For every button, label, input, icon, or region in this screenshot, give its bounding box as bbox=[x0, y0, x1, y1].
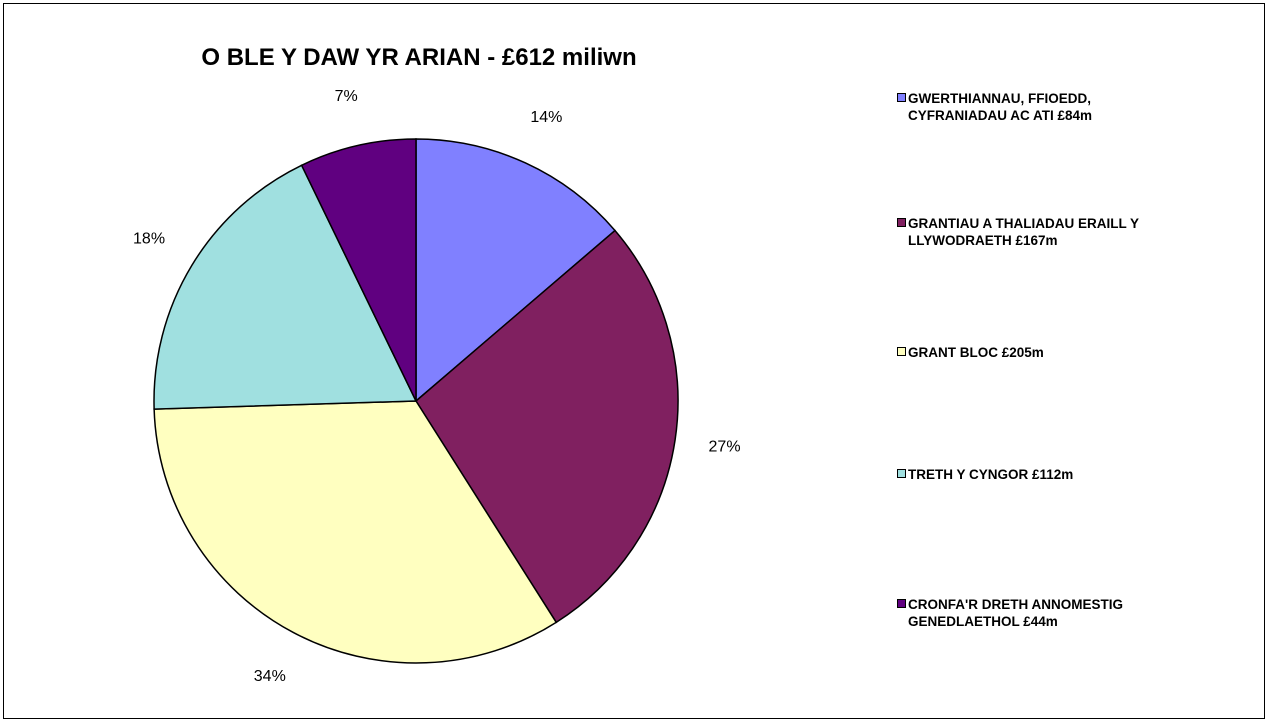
legend-swatch-5 bbox=[897, 599, 906, 608]
pie-slice-3 bbox=[153, 400, 558, 664]
legend-item-4: TRETH Y CYNGOR £112m bbox=[897, 466, 1257, 483]
legend-item-3: GRANT BLOC £205m bbox=[897, 344, 1257, 361]
legend-swatch-1 bbox=[897, 93, 906, 102]
pie-slice-label-5: 7% bbox=[335, 88, 358, 105]
pie-slice-5 bbox=[300, 138, 417, 402]
pie-chart: 14% 27% 34% 18% 7% bbox=[133, 88, 741, 685]
legend-label-2: GRANTIAU A THALIADAU ERAILL Y LLYWODRAETH… bbox=[908, 216, 1139, 248]
pie-slice-label-4: 18% bbox=[133, 231, 165, 248]
legend-item-5: CRONFA'R DRETH ANNOMESTIG GENEDLAETHOL £4… bbox=[897, 596, 1257, 630]
legend-item-2: GRANTIAU A THALIADAU ERAILL Y LLYWODRAETH… bbox=[897, 215, 1257, 249]
pie-slice-2 bbox=[415, 229, 679, 624]
pie-slice-1 bbox=[415, 138, 617, 403]
chart-title: O BLE Y DAW YR ARIAN - £612 miliwn bbox=[201, 44, 637, 71]
legend-swatch-3 bbox=[897, 347, 906, 356]
legend-swatch-4 bbox=[897, 469, 906, 478]
pie-slice-4 bbox=[153, 164, 418, 410]
legend-item-1: GWERTHIANNAU, FFIOEDD, CYFRANIADAU AC ATI… bbox=[897, 90, 1257, 124]
legend-label-5: CRONFA'R DRETH ANNOMESTIG GENEDLAETHOL £4… bbox=[908, 597, 1123, 629]
legend-swatch-2 bbox=[897, 218, 906, 227]
chart-frame: O BLE Y DAW YR ARIAN - £612 miliwn 14% 27… bbox=[3, 3, 1265, 719]
pie-slice-label-3: 34% bbox=[254, 668, 286, 685]
legend-label-4: TRETH Y CYNGOR £112m bbox=[908, 467, 1074, 482]
pie-slice-label-1: 14% bbox=[530, 109, 562, 126]
legend-label-3: GRANT BLOC £205m bbox=[908, 345, 1044, 360]
pie-slice-label-2: 27% bbox=[709, 438, 741, 455]
legend-label-1: GWERTHIANNAU, FFIOEDD, CYFRANIADAU AC ATI… bbox=[908, 91, 1093, 123]
